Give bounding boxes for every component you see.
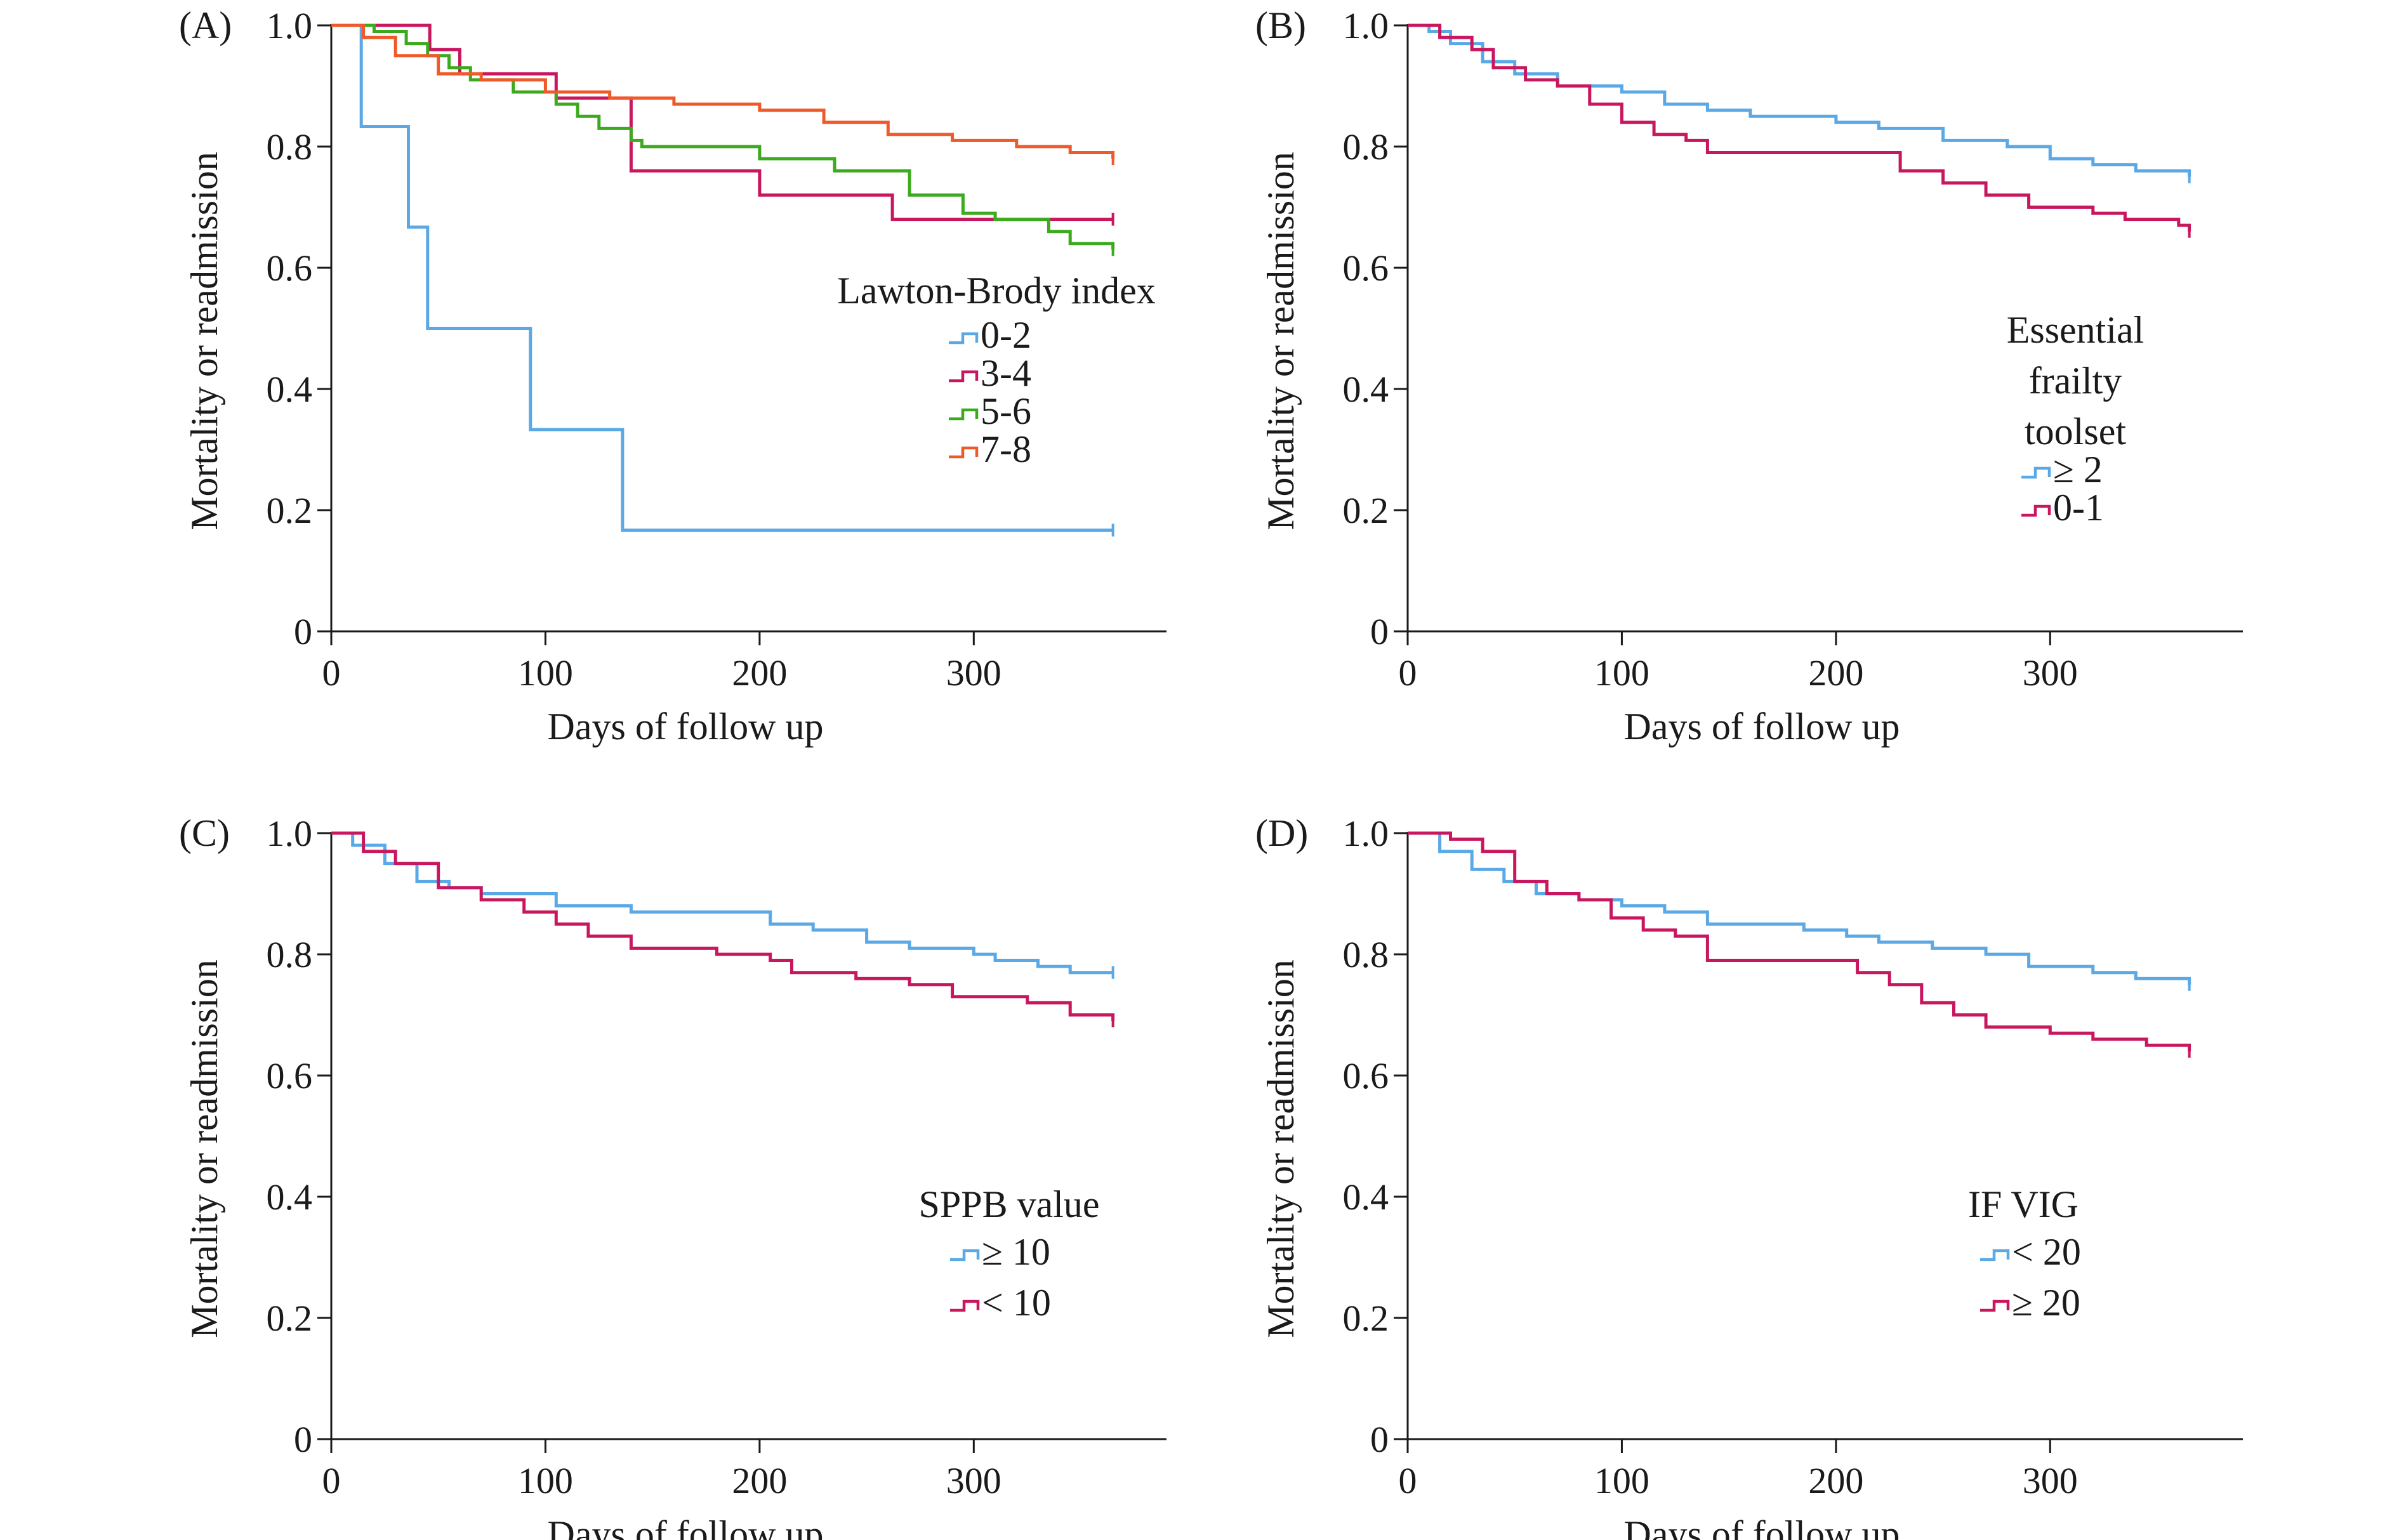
legend-entry: < 10 [982,1282,1051,1324]
panel-a: 0 0.2 0.4 0.6 0.8 1.0 0 100 200 300 Days of follow… [179,4,1166,747]
x-axis-title: Days of follow up [1624,1513,1900,1540]
legend-swatch [949,332,979,345]
y-tick-label: 0.2 [1343,1298,1389,1339]
x-tick-label: 200 [732,1460,787,1501]
series-line-0 [1408,23,2191,177]
legend-swatch [949,370,979,383]
x-tick-label: 100 [518,1460,573,1501]
x-tick-label: 0 [322,1460,341,1501]
panel-d: 0 0.2 0.4 0.6 0.8 1.0 0 100 200 300 Days of follow… [1255,812,2243,1540]
x-axis-title: Days of follow up [548,1513,824,1540]
y-tick-label: 0.6 [1343,1055,1389,1096]
legend-entry: 5-6 [981,390,1031,432]
legend: IF VIG < 20 ≥ 20 [1968,1183,2081,1324]
y-tick-label: 0.6 [267,1055,313,1096]
x-axis-title: Days of follow up [548,706,824,747]
y-tick-label: 0.6 [267,247,313,289]
y-tick-label: 0 [1370,611,1389,652]
x-tick-label: 0 [1399,1460,1417,1501]
legend-title: frailty [2029,360,2122,402]
y-tick-label: 0.8 [1343,934,1389,975]
x-tick-label: 300 [2023,1460,2078,1501]
x-tick-label: 0 [322,652,341,694]
x-tick-label: 200 [732,652,787,694]
series-line-1 [1408,23,2191,232]
legend: Essential frailty toolset≥ 20-1 [2007,309,2145,529]
y-tick-label: 0.8 [1343,126,1389,168]
x-tick-label: 100 [1594,1460,1649,1501]
y-tick-label: 0.8 [267,934,313,975]
legend-title: Lawton-Brody index [837,270,1156,312]
legend-entry: ≥ 20 [2012,1282,2080,1324]
y-tick-label: 0.8 [267,126,313,168]
y-tick-label: 0.4 [1343,1176,1389,1218]
legend-swatch [2021,466,2051,479]
series-line-2 [331,23,1115,250]
panel-c: 0 0.2 0.4 0.6 0.8 1.0 0 100 200 300 Days of follow… [179,812,1166,1540]
series-line-1 [331,23,1113,221]
legend-swatch [1980,1300,2010,1312]
y-tick-label: 0 [1370,1419,1389,1460]
series-line-0 [1408,831,2191,985]
y-tick-label: 0.2 [267,490,313,531]
panel-label: (A) [179,4,232,46]
legend-swatch [950,1300,980,1312]
legend-entry: < 20 [2012,1231,2081,1273]
y-tick-label: 0.6 [1343,247,1389,289]
legend-entry: 7-8 [981,428,1031,470]
legend-swatch [949,446,979,459]
x-tick-label: 300 [946,652,1001,694]
legend-swatch [2021,504,2051,517]
legend-title: IF VIG [1968,1183,2078,1225]
legend-title: Essential [2007,309,2145,351]
y-axis-title: Mortality or readmission [183,959,225,1338]
y-tick-label: 0.4 [267,1176,313,1218]
legend-swatch [950,1249,980,1261]
series-line-3 [331,23,1115,159]
panel-label: (C) [179,812,230,854]
x-tick-label: 300 [946,1460,1001,1501]
x-tick-label: 300 [2023,652,2078,694]
y-tick-label: 1.0 [267,5,313,46]
panel-b: 0 0.2 0.4 0.6 0.8 1.0 0 100 200 300 Days of follow… [1255,4,2243,747]
y-tick-label: 0.2 [1343,490,1389,531]
legend-entry: ≥ 2 [2053,449,2103,490]
series-line-1 [1408,831,2191,1051]
legend-swatch [1980,1249,2010,1261]
legend-title: toolset [2025,411,2126,452]
y-tick-label: 0 [294,611,312,652]
y-axis-title: Mortality or readmission [183,152,225,530]
series-line-0 [331,23,1113,532]
x-tick-label: 100 [518,652,573,694]
series-line-0 [331,831,1113,975]
y-axis-title: Mortality or readmission [1260,959,1302,1338]
legend-entry: 3-4 [981,352,1031,394]
y-tick-label: 0 [294,1419,312,1460]
x-tick-label: 0 [1399,652,1417,694]
panel-label: (B) [1255,4,1306,46]
legend-swatch [949,408,979,421]
legend-entry: 0-2 [981,314,1031,356]
y-tick-label: 0.4 [1343,369,1389,410]
y-tick-label: 0.2 [267,1298,313,1339]
legend-entry: 0-1 [2053,487,2104,529]
x-tick-label: 200 [1808,652,1863,694]
x-tick-label: 200 [1808,1460,1863,1501]
y-tick-label: 0.4 [267,369,313,410]
y-tick-label: 1.0 [267,813,313,854]
series-line-1 [331,831,1115,1022]
y-tick-label: 1.0 [1343,813,1389,854]
legend: SPPB value ≥ 10 < 10 [918,1183,1099,1324]
panel-label: (D) [1255,812,1308,854]
y-tick-label: 1.0 [1343,5,1389,46]
x-axis-title: Days of follow up [1624,706,1900,747]
x-tick-label: 100 [1594,652,1649,694]
y-axis-title: Mortality or readmission [1260,152,1302,530]
legend-entry: ≥ 10 [982,1231,1050,1273]
legend-title: SPPB value [918,1183,1099,1225]
